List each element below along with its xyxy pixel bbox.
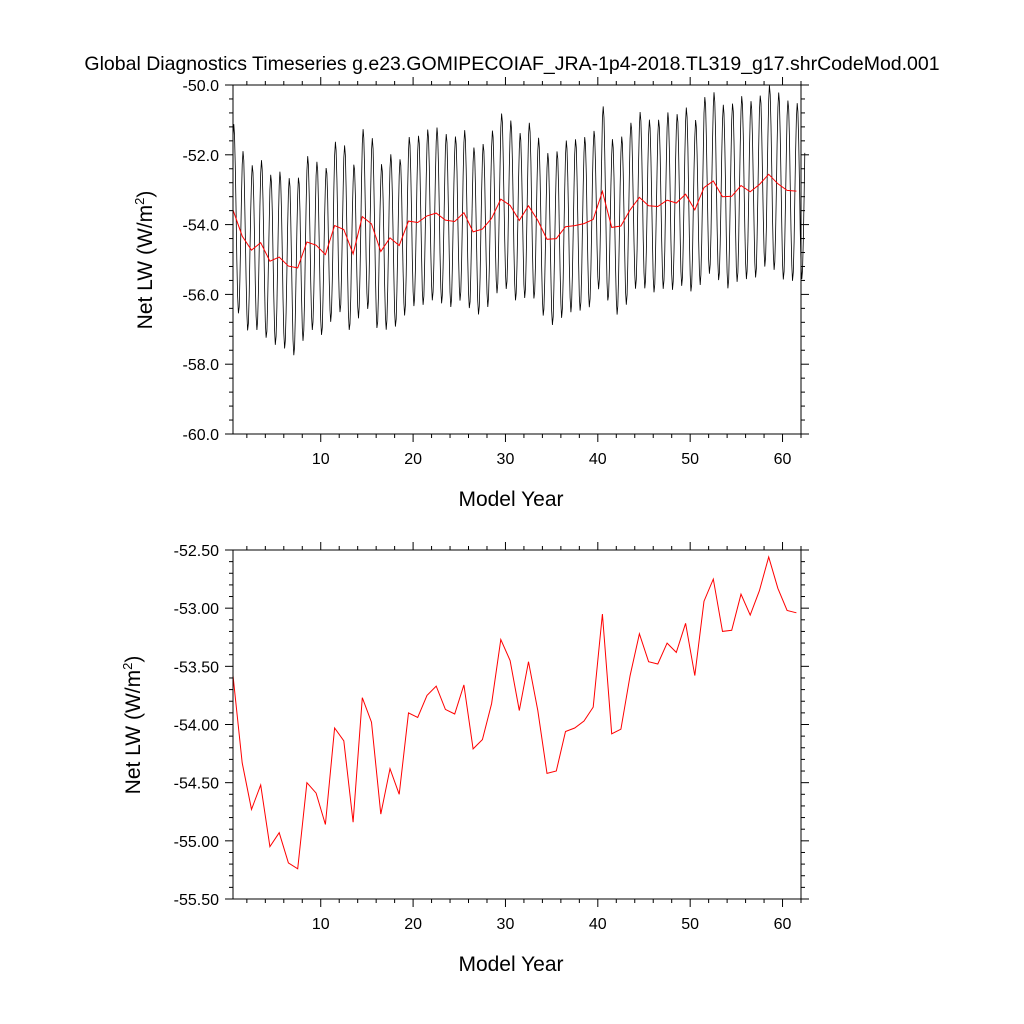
y-tick-label: -54.00 xyxy=(174,718,219,735)
annual-mean-line xyxy=(232,555,797,870)
x-tick-label: 50 xyxy=(681,916,699,933)
bottom-tick-label-layer: 10 20 30 40 50 60 -55.50 -55.00 -54.50 -54.00 -53.… xyxy=(174,543,792,933)
y-tick-label: -55.00 xyxy=(174,834,219,851)
x-tick-label: 20 xyxy=(404,451,422,468)
y-tick-label: -56.0 xyxy=(183,287,220,304)
top-series-layer xyxy=(232,85,806,356)
bottom-tick-layer xyxy=(225,542,809,907)
y-tick-label: -54.50 xyxy=(174,776,219,793)
y-tick-label: -52.50 xyxy=(174,543,219,560)
y-tick-label: -50.0 xyxy=(183,78,220,95)
bottom-y-axis-title: Net LW (W/m2) xyxy=(120,656,145,795)
top-tick-label-layer: 10 20 30 40 50 60 -60.0 -58.0 -56.0 -54.0 -52.0 -50… xyxy=(183,78,792,468)
y-tick-label: -60.0 xyxy=(183,427,220,444)
bottom-plot-frame xyxy=(232,549,802,900)
x-tick-label: 20 xyxy=(404,916,422,933)
y-tick-label: -55.50 xyxy=(174,892,219,909)
top-x-axis-title: Model Year xyxy=(458,488,563,511)
top-y-axis-title: Net LW (W/m2) xyxy=(132,191,157,330)
x-tick-label: 10 xyxy=(312,451,330,468)
bottom-x-axis-title: Model Year xyxy=(458,953,563,976)
bottom-panel: 10 20 30 40 50 60 -55.50 -55.00 -54.50 -54.00 -53.… xyxy=(120,542,809,976)
y-tick-label: -53.50 xyxy=(174,659,219,676)
monthly-series-line xyxy=(232,85,806,356)
annual-mean-line xyxy=(232,173,797,269)
y-tick-label: -58.0 xyxy=(183,357,220,374)
x-tick-label: 40 xyxy=(589,916,607,933)
y-tick-label: -52.0 xyxy=(183,148,220,165)
x-tick-label: 10 xyxy=(312,916,330,933)
bottom-series-layer xyxy=(232,555,797,870)
top-plot-frame xyxy=(232,84,802,435)
chart-title: Global Diagnostics Timeseries g.e23.GOMI… xyxy=(84,53,939,75)
top-tick-layer xyxy=(225,77,809,442)
x-tick-label: 30 xyxy=(497,916,515,933)
x-tick-label: 40 xyxy=(589,451,607,468)
x-tick-label: 60 xyxy=(774,916,792,933)
x-tick-label: 30 xyxy=(497,451,515,468)
x-tick-label: 60 xyxy=(774,451,792,468)
y-tick-label: -54.0 xyxy=(183,218,220,235)
top-panel: 10 20 30 40 50 60 -60.0 -58.0 -56.0 -54.0 -52.0 -50… xyxy=(132,77,809,511)
y-tick-label: -53.00 xyxy=(174,601,219,618)
x-tick-label: 50 xyxy=(681,451,699,468)
